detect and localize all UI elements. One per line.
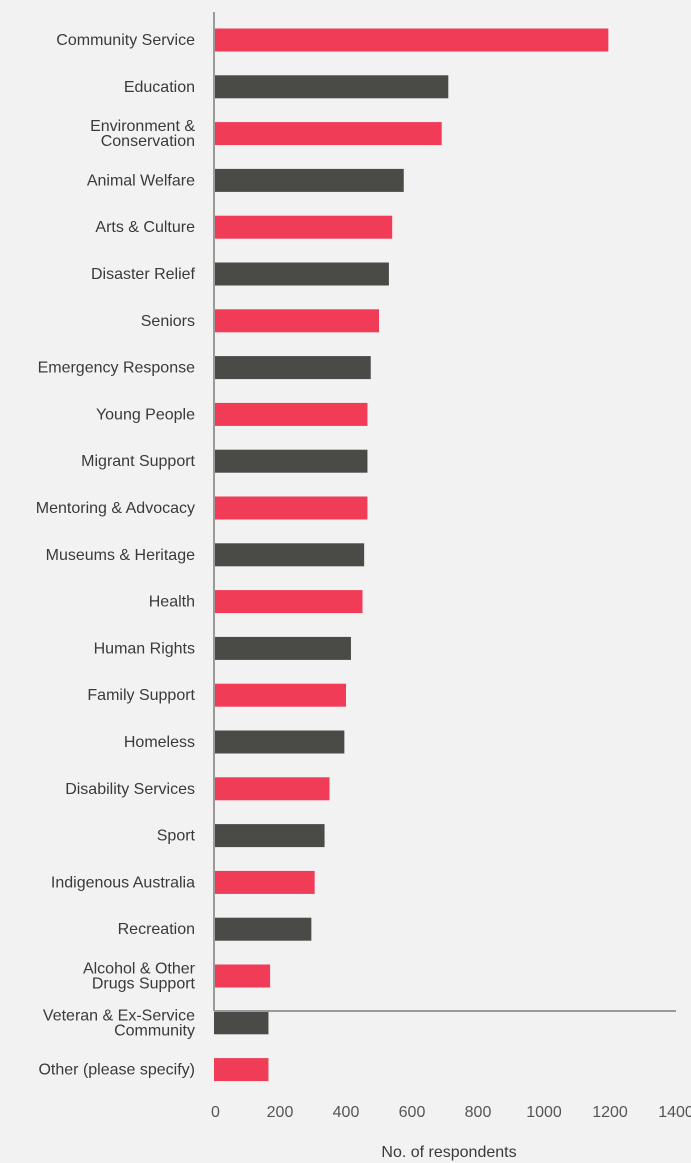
category-label: Disability Services <box>65 781 195 798</box>
bar <box>214 1011 269 1035</box>
category-label: Homeless <box>124 734 195 751</box>
tick-label: 1000 <box>526 1104 562 1121</box>
category-label: Museums & Heritage <box>46 547 195 564</box>
bar <box>214 449 368 473</box>
category-label: Mentoring & Advocacy <box>36 500 195 517</box>
category-label: Other (please specify) <box>38 1062 195 1079</box>
category-label: Environment & Conservation <box>90 118 195 150</box>
category-label: Animal Welfare <box>87 172 195 189</box>
bar <box>214 262 389 286</box>
category-label: Young People <box>96 406 195 423</box>
category-label: Community Service <box>56 32 195 49</box>
bar <box>214 356 371 380</box>
category-label: Health <box>149 594 195 611</box>
x-axis-ticks: 0 200 400 600 800 1000 1200 1400 <box>211 1104 691 1121</box>
category-label: Recreation <box>118 921 195 938</box>
bar <box>214 964 271 988</box>
category-label: Migrant Support <box>81 453 195 470</box>
bar <box>214 683 346 707</box>
bar <box>214 402 368 426</box>
tick-label: 1400 <box>658 1104 691 1121</box>
tick-label: 200 <box>267 1104 294 1121</box>
bar <box>214 496 368 520</box>
category-label: Education <box>124 79 195 96</box>
bar <box>214 309 379 333</box>
x-axis-title: No. of respondents <box>381 1144 516 1161</box>
tick-label: 1200 <box>592 1104 628 1121</box>
category-label: Sport <box>157 828 196 845</box>
category-label: Alcohol & Other Drugs Support <box>83 961 196 993</box>
tick-label: 0 <box>211 1104 220 1121</box>
bar <box>214 730 345 754</box>
bar <box>214 122 442 146</box>
category-label: Veteran & Ex-Service Community <box>43 1007 195 1039</box>
bar <box>214 917 312 941</box>
bar <box>214 636 351 660</box>
category-label: Disaster Relief <box>91 266 196 283</box>
tick-label: 800 <box>465 1104 492 1121</box>
category-label: Human Rights <box>94 640 195 657</box>
category-label: Arts & Culture <box>95 219 195 236</box>
category-label: Family Support <box>87 687 195 704</box>
category-labels: Community Service Education Environment & C… <box>36 32 196 1079</box>
category-label: Seniors <box>141 313 195 330</box>
bar <box>214 590 363 614</box>
tick-label: 600 <box>399 1104 426 1121</box>
bar <box>214 215 393 239</box>
category-label: Indigenous Australia <box>51 874 195 891</box>
bar <box>214 870 315 894</box>
bar <box>214 824 325 848</box>
tick-label: 400 <box>333 1104 360 1121</box>
bar <box>214 777 330 801</box>
bar <box>214 168 404 192</box>
bar <box>214 1058 269 1082</box>
bars-group <box>214 28 609 1082</box>
bar <box>214 75 449 99</box>
category-label: Emergency Response <box>38 360 196 377</box>
bar <box>214 543 365 567</box>
bar <box>214 28 609 52</box>
